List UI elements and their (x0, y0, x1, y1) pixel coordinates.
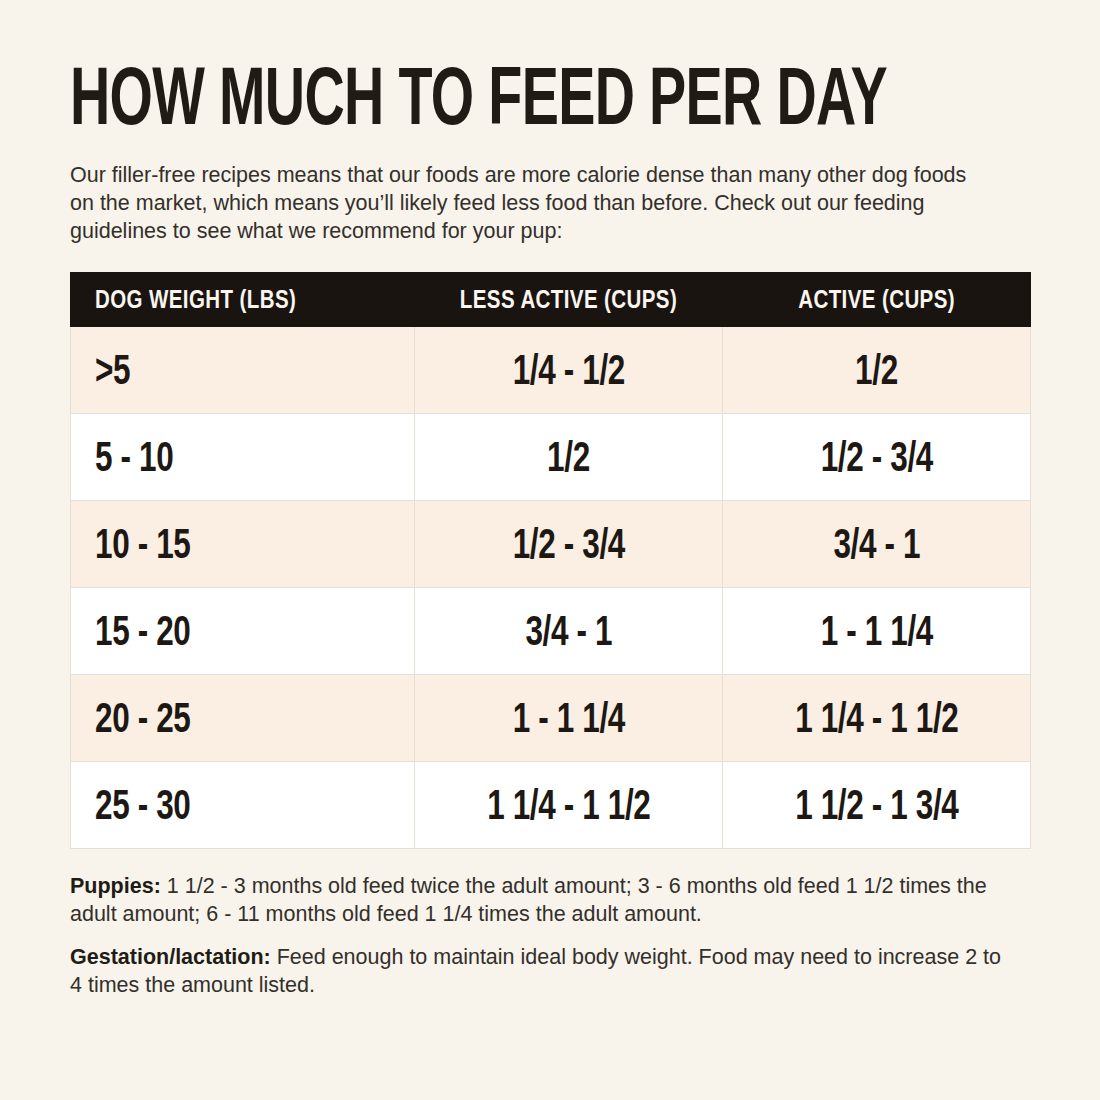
active-cell: 1 1/2 - 1 3/4 (723, 762, 1031, 849)
column-header-active-label: ACTIVE (CUPS) (798, 285, 955, 314)
column-header-dog-weight-label: DOG WEIGHT (LBS) (95, 285, 296, 314)
less-active-cell: 1/2 - 3/4 (415, 501, 723, 588)
weight-value: 10 - 15 (95, 520, 190, 568)
page-title-text: HOW MUCH TO FEED PER DAY (70, 52, 887, 141)
less-active-value: 1/2 - 3/4 (512, 520, 624, 568)
active-cell: 1 - 1 1/4 (723, 588, 1031, 675)
column-header-dog-weight: DOG WEIGHT (LBS) (71, 273, 415, 327)
weight-cell: 25 - 30 (71, 762, 415, 849)
table-header-row: DOG WEIGHT (LBS) LESS ACTIVE (CUPS) ACTI… (71, 273, 1031, 327)
active-cell: 3/4 - 1 (723, 501, 1031, 588)
page-title: HOW MUCH TO FEED PER DAY (70, 52, 1030, 141)
less-active-value: 1/4 - 1/2 (512, 346, 624, 394)
active-value: 1 - 1 1/4 (820, 607, 932, 655)
less-active-value: 1/2 (547, 433, 590, 481)
weight-value: 25 - 30 (95, 781, 190, 829)
puppies-note-text: 1 1/2 - 3 months old feed twice the adul… (70, 874, 987, 926)
column-header-less-active: LESS ACTIVE (CUPS) (415, 273, 723, 327)
less-active-cell: 1/2 (415, 414, 723, 501)
less-active-cell: 1 - 1 1/4 (415, 675, 723, 762)
feeding-guide-page: HOW MUCH TO FEED PER DAY Our filler-free… (0, 0, 1100, 1000)
weight-cell: >5 (71, 327, 415, 414)
weight-cell: 5 - 10 (71, 414, 415, 501)
gestation-note-label: Gestation/lactation: (70, 945, 271, 969)
weight-cell: 15 - 20 (71, 588, 415, 675)
table-row: 20 - 25 1 - 1 1/4 1 1/4 - 1 1/2 (71, 675, 1031, 762)
less-active-cell: 1/4 - 1/2 (415, 327, 723, 414)
puppies-note-label: Puppies: (70, 874, 161, 898)
active-value: 3/4 - 1 (833, 520, 920, 568)
less-active-value: 1 - 1 1/4 (512, 694, 624, 742)
table-row: 10 - 15 1/2 - 3/4 3/4 - 1 (71, 501, 1031, 588)
weight-value: 20 - 25 (95, 694, 190, 742)
table-row: 15 - 20 3/4 - 1 1 - 1 1/4 (71, 588, 1031, 675)
column-header-active: ACTIVE (CUPS) (723, 273, 1031, 327)
active-cell: 1/2 - 3/4 (723, 414, 1031, 501)
column-header-less-active-label: LESS ACTIVE (CUPS) (460, 285, 677, 314)
active-value: 1/2 (855, 346, 898, 394)
weight-value: 15 - 20 (95, 607, 190, 655)
gestation-note: Gestation/lactation: Feed enough to main… (70, 944, 1010, 1000)
table-row: >5 1/4 - 1/2 1/2 (71, 327, 1031, 414)
weight-cell: 20 - 25 (71, 675, 415, 762)
active-value: 1/2 - 3/4 (820, 433, 932, 481)
footnotes: Puppies: 1 1/2 - 3 months old feed twice… (70, 873, 1030, 1000)
table-row: 25 - 30 1 1/4 - 1 1/2 1 1/2 - 1 3/4 (71, 762, 1031, 849)
feeding-table: DOG WEIGHT (LBS) LESS ACTIVE (CUPS) ACTI… (70, 272, 1031, 849)
less-active-value: 1 1/4 - 1 1/2 (487, 781, 650, 829)
weight-cell: 10 - 15 (71, 501, 415, 588)
less-active-cell: 3/4 - 1 (415, 588, 723, 675)
less-active-value: 3/4 - 1 (525, 607, 612, 655)
active-cell: 1/2 (723, 327, 1031, 414)
active-value: 1 1/4 - 1 1/2 (795, 694, 958, 742)
less-active-cell: 1 1/4 - 1 1/2 (415, 762, 723, 849)
weight-value: 5 - 10 (95, 433, 173, 481)
active-cell: 1 1/4 - 1 1/2 (723, 675, 1031, 762)
table-row: 5 - 10 1/2 1/2 - 3/4 (71, 414, 1031, 501)
intro-text: Our filler-free recipes means that our f… (70, 161, 988, 245)
active-value: 1 1/2 - 1 3/4 (795, 781, 958, 829)
weight-value: >5 (95, 346, 130, 394)
puppies-note: Puppies: 1 1/2 - 3 months old feed twice… (70, 873, 1010, 929)
